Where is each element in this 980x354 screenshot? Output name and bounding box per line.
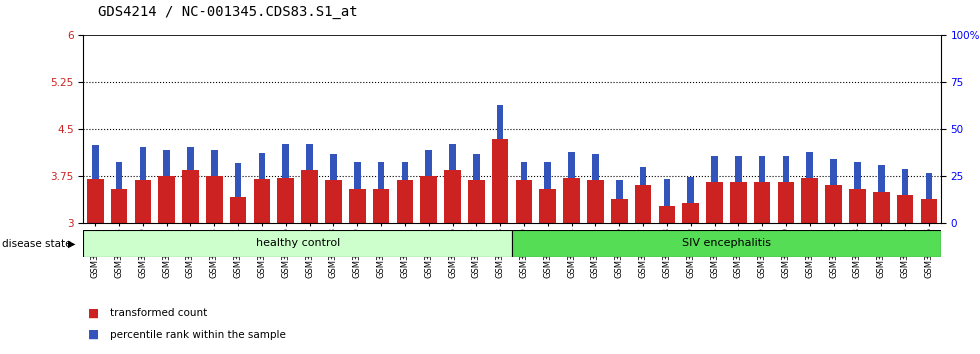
Bar: [830, 159, 837, 185]
Bar: [282, 144, 289, 178]
Text: healthy control: healthy control: [256, 238, 340, 249]
Bar: [301, 170, 318, 223]
Bar: [420, 176, 437, 223]
Text: disease state: disease state: [2, 239, 72, 249]
Bar: [164, 150, 170, 176]
Bar: [402, 162, 409, 181]
Bar: [849, 189, 865, 223]
Bar: [640, 167, 647, 185]
Bar: [425, 150, 432, 176]
Bar: [564, 178, 580, 223]
Bar: [520, 162, 527, 181]
Bar: [663, 179, 670, 206]
Bar: [825, 185, 842, 223]
Bar: [211, 150, 218, 176]
Text: GDS4214 / NC-001345.CDS83.S1_at: GDS4214 / NC-001345.CDS83.S1_at: [98, 5, 358, 19]
Bar: [444, 170, 461, 223]
Bar: [778, 182, 795, 223]
Text: ▶: ▶: [68, 239, 75, 249]
Bar: [897, 195, 913, 223]
Bar: [254, 179, 270, 223]
Bar: [134, 181, 151, 223]
Text: ■: ■: [88, 328, 99, 341]
Bar: [182, 170, 199, 223]
Bar: [873, 192, 890, 223]
Bar: [277, 178, 294, 223]
Bar: [711, 156, 717, 182]
Bar: [902, 169, 908, 195]
Bar: [515, 181, 532, 223]
Bar: [587, 181, 604, 223]
Bar: [539, 189, 556, 223]
Bar: [87, 179, 104, 223]
Bar: [330, 154, 337, 181]
Text: transformed count: transformed count: [110, 308, 207, 318]
Bar: [735, 156, 742, 182]
Bar: [611, 199, 627, 223]
Bar: [497, 105, 504, 139]
Bar: [229, 197, 246, 223]
Bar: [259, 153, 266, 179]
Bar: [187, 147, 194, 170]
Bar: [754, 182, 770, 223]
Bar: [925, 173, 932, 199]
Bar: [468, 181, 485, 223]
Bar: [568, 152, 575, 178]
Bar: [920, 199, 937, 223]
Bar: [159, 176, 175, 223]
Bar: [83, 230, 512, 257]
Bar: [372, 189, 389, 223]
Bar: [377, 162, 384, 189]
Bar: [802, 178, 818, 223]
Bar: [397, 181, 414, 223]
Bar: [545, 162, 551, 189]
Bar: [449, 144, 456, 170]
Bar: [139, 147, 146, 181]
Bar: [349, 189, 366, 223]
Bar: [306, 144, 313, 170]
Text: ■: ■: [88, 307, 99, 320]
Bar: [473, 154, 479, 181]
Bar: [682, 203, 699, 223]
Bar: [807, 152, 813, 178]
Bar: [707, 182, 723, 223]
Bar: [512, 230, 941, 257]
Bar: [659, 206, 675, 223]
Bar: [325, 181, 342, 223]
Bar: [354, 162, 361, 189]
Bar: [206, 176, 222, 223]
Bar: [615, 181, 622, 199]
Bar: [783, 156, 789, 182]
Bar: [759, 156, 765, 182]
Bar: [492, 139, 509, 223]
Bar: [687, 177, 694, 203]
Text: percentile rank within the sample: percentile rank within the sample: [110, 330, 285, 339]
Bar: [730, 182, 747, 223]
Text: SIV encephalitis: SIV encephalitis: [682, 238, 771, 249]
Bar: [116, 162, 122, 189]
Bar: [878, 165, 885, 192]
Bar: [855, 162, 860, 189]
Bar: [92, 145, 99, 179]
Bar: [635, 185, 652, 223]
Bar: [592, 154, 599, 181]
Bar: [235, 163, 241, 197]
Bar: [111, 189, 127, 223]
